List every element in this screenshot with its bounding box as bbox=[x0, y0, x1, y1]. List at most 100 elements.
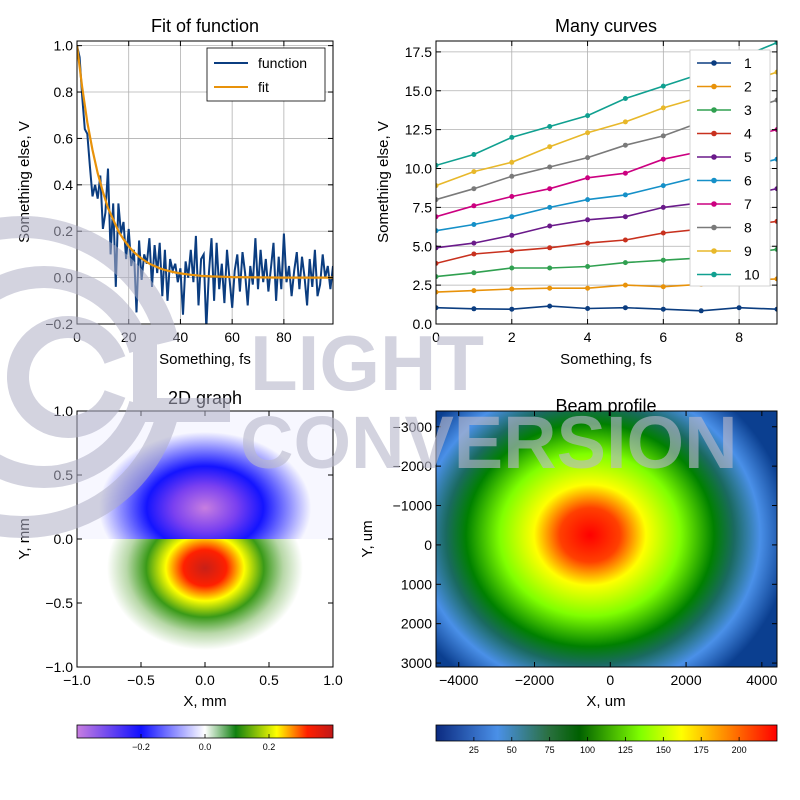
beam-spot bbox=[436, 411, 777, 667]
colorbar-tick-label: 100 bbox=[580, 745, 595, 755]
series-4-point bbox=[436, 260, 439, 266]
series-1-point bbox=[585, 306, 591, 311]
beam-title: Beam profile bbox=[555, 396, 656, 416]
fit-title: Fit of function bbox=[151, 16, 259, 36]
y-tick-label: 2.5 bbox=[413, 277, 433, 293]
series-3-point bbox=[660, 257, 666, 263]
series-7-point bbox=[471, 203, 477, 209]
legend-marker-4 bbox=[711, 130, 717, 137]
legend-label-4: 4 bbox=[744, 126, 752, 142]
series-1-point bbox=[660, 306, 666, 312]
y-tick-label: 0.8 bbox=[54, 84, 74, 100]
legend-label-8: 8 bbox=[744, 220, 752, 236]
x-tick-label: 6 bbox=[659, 329, 667, 345]
legend-marker-6 bbox=[711, 177, 717, 184]
legend-box bbox=[689, 49, 771, 287]
x-tick-label: −1.0 bbox=[63, 672, 91, 688]
x-tick-label: −0.5 bbox=[127, 672, 155, 688]
series-8-point bbox=[547, 164, 553, 170]
x-tick-label: 1.0 bbox=[323, 672, 343, 688]
watermark-line2: CONVERSION bbox=[240, 401, 738, 484]
graph-2d-positive-lobe bbox=[107, 539, 303, 650]
y-tick-label: −0.5 bbox=[45, 595, 73, 611]
series-2-point bbox=[774, 276, 777, 282]
y-tick-label: 2000 bbox=[401, 616, 432, 632]
series-10-point bbox=[585, 113, 591, 119]
series-10-point bbox=[547, 124, 553, 129]
x-tick-label: 0.5 bbox=[259, 672, 279, 688]
beam-frame bbox=[435, 410, 778, 668]
series-6-point bbox=[471, 222, 477, 227]
x-tick-label: 0.0 bbox=[195, 672, 215, 688]
legend-marker-10 bbox=[711, 271, 717, 278]
series-function-line bbox=[77, 45, 333, 324]
y-tick-label: −2000 bbox=[393, 458, 433, 474]
series-5-point bbox=[622, 214, 628, 220]
series-10-point bbox=[660, 83, 666, 89]
series-8-point bbox=[622, 142, 628, 148]
legend-label-3: 3 bbox=[744, 102, 752, 118]
series-8-point bbox=[471, 186, 477, 192]
series-8-point bbox=[585, 155, 591, 161]
beam-ylabel: Y, um bbox=[359, 520, 376, 557]
series-7-point bbox=[622, 170, 628, 176]
y-tick-label: 5.0 bbox=[413, 238, 433, 254]
series-4-point bbox=[585, 240, 591, 246]
series-7-point bbox=[436, 214, 439, 220]
series-3-point bbox=[471, 270, 477, 276]
series-2-point bbox=[509, 286, 515, 292]
colorbar-tick-label: 75 bbox=[545, 745, 555, 755]
series-5-point bbox=[585, 217, 591, 223]
legend-label-9: 9 bbox=[744, 243, 752, 259]
series-5-point bbox=[660, 204, 666, 210]
y-tick-label: −1000 bbox=[393, 498, 433, 514]
series-9-point bbox=[547, 144, 553, 150]
y-tick-label: 3000 bbox=[401, 655, 432, 671]
beam-profile-chart: −4000 −2000 0 2000 4000 −3000 −2000 −1000 0 1000 2… bbox=[359, 396, 778, 755]
series-9-point bbox=[585, 130, 591, 136]
series-6-point bbox=[774, 156, 777, 162]
series-4-point bbox=[547, 245, 553, 251]
series-9-point bbox=[436, 183, 439, 189]
x-tick-label: 80 bbox=[276, 329, 292, 345]
x-tick-label: 8 bbox=[735, 329, 743, 345]
series-7-point bbox=[547, 186, 553, 192]
series-1-line bbox=[436, 305, 777, 312]
series-2-point bbox=[471, 288, 477, 294]
legend-marker-9 bbox=[711, 248, 717, 254]
many-ylabel: Something else, V bbox=[375, 121, 392, 243]
series-10-point bbox=[774, 41, 777, 46]
legend-marker-3 bbox=[711, 107, 717, 113]
legend-marker-8 bbox=[711, 224, 717, 231]
watermark-logo-corner bbox=[133, 325, 230, 422]
series-6-point bbox=[547, 204, 553, 210]
series-10-point bbox=[471, 152, 477, 157]
y-tick-label: 0.0 bbox=[54, 531, 74, 547]
series-8-point bbox=[774, 97, 777, 103]
series-2-point bbox=[436, 289, 439, 295]
series-9-point bbox=[660, 105, 666, 111]
y-tick-label: 0 bbox=[424, 537, 432, 553]
series-6-point bbox=[436, 228, 439, 234]
colorbar-tick-label: 175 bbox=[694, 745, 709, 755]
watermark bbox=[0, 216, 230, 538]
many-xlabel: Something, fs bbox=[560, 351, 652, 368]
fit-xlabel: Something, fs bbox=[159, 351, 251, 368]
series-10-point bbox=[622, 96, 628, 101]
series-7-point bbox=[585, 175, 591, 181]
watermark-logo-arc-inner bbox=[6, 316, 126, 438]
legend-label-7: 7 bbox=[744, 196, 752, 212]
y-tick-label: 0.0 bbox=[413, 316, 433, 332]
y-tick-label: 17.5 bbox=[405, 44, 432, 60]
colorbar-tick-label: 150 bbox=[656, 745, 671, 755]
x-tick-label: 0 bbox=[432, 329, 440, 345]
series-1-point bbox=[471, 306, 477, 312]
x-tick-label: 2000 bbox=[670, 672, 701, 688]
series-10-point bbox=[509, 134, 515, 140]
legend-marker-7 bbox=[711, 201, 717, 207]
series-5-point bbox=[774, 186, 777, 192]
y-tick-label: 15.0 bbox=[405, 83, 432, 99]
series-8-point bbox=[509, 173, 515, 179]
beam-colorbar bbox=[435, 724, 778, 742]
